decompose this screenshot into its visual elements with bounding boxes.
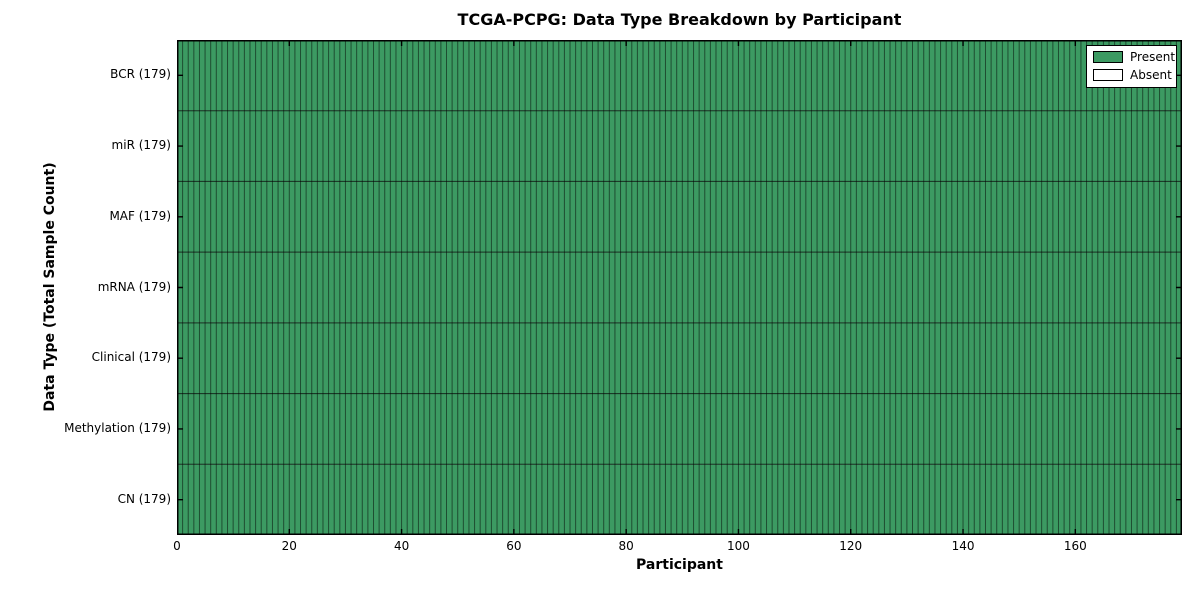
legend-label: Present: [1130, 50, 1176, 64]
legend-entry-absent: Absent: [1093, 68, 1172, 82]
y-category-label: BCR (179): [110, 67, 171, 82]
y-category-label: MAF (179): [109, 208, 171, 223]
legend-swatch-present: [1093, 51, 1123, 63]
x-tick-label: 140: [951, 539, 975, 553]
y-category-label: Clinical (179): [91, 350, 171, 365]
legend-swatch-absent: [1093, 69, 1123, 81]
y-category-label: mRNA (179): [97, 279, 171, 294]
x-tick-label: 120: [839, 539, 863, 553]
x-tick-label: 80: [618, 539, 634, 553]
x-tick-label: 20: [281, 539, 297, 553]
y-category-label: CN (179): [117, 491, 171, 506]
legend-entry-present: Present: [1093, 50, 1175, 64]
chart-title: TCGA-PCPG: Data Type Breakdown by Partic…: [457, 10, 902, 29]
plot-area: [177, 40, 1182, 535]
x-tick-label: 0: [173, 539, 181, 553]
x-tick-label: 160: [1063, 539, 1087, 553]
x-tick-label: 40: [393, 539, 410, 553]
x-axis-label: Participant: [636, 557, 723, 573]
legend: Present Absent: [1086, 45, 1177, 88]
y-category-label: miR (179): [111, 138, 171, 153]
y-category-label: Methylation (179): [64, 420, 171, 435]
x-tick-label: 100: [726, 539, 750, 553]
x-tick-label: 60: [506, 539, 522, 553]
legend-label: Absent: [1130, 68, 1172, 82]
